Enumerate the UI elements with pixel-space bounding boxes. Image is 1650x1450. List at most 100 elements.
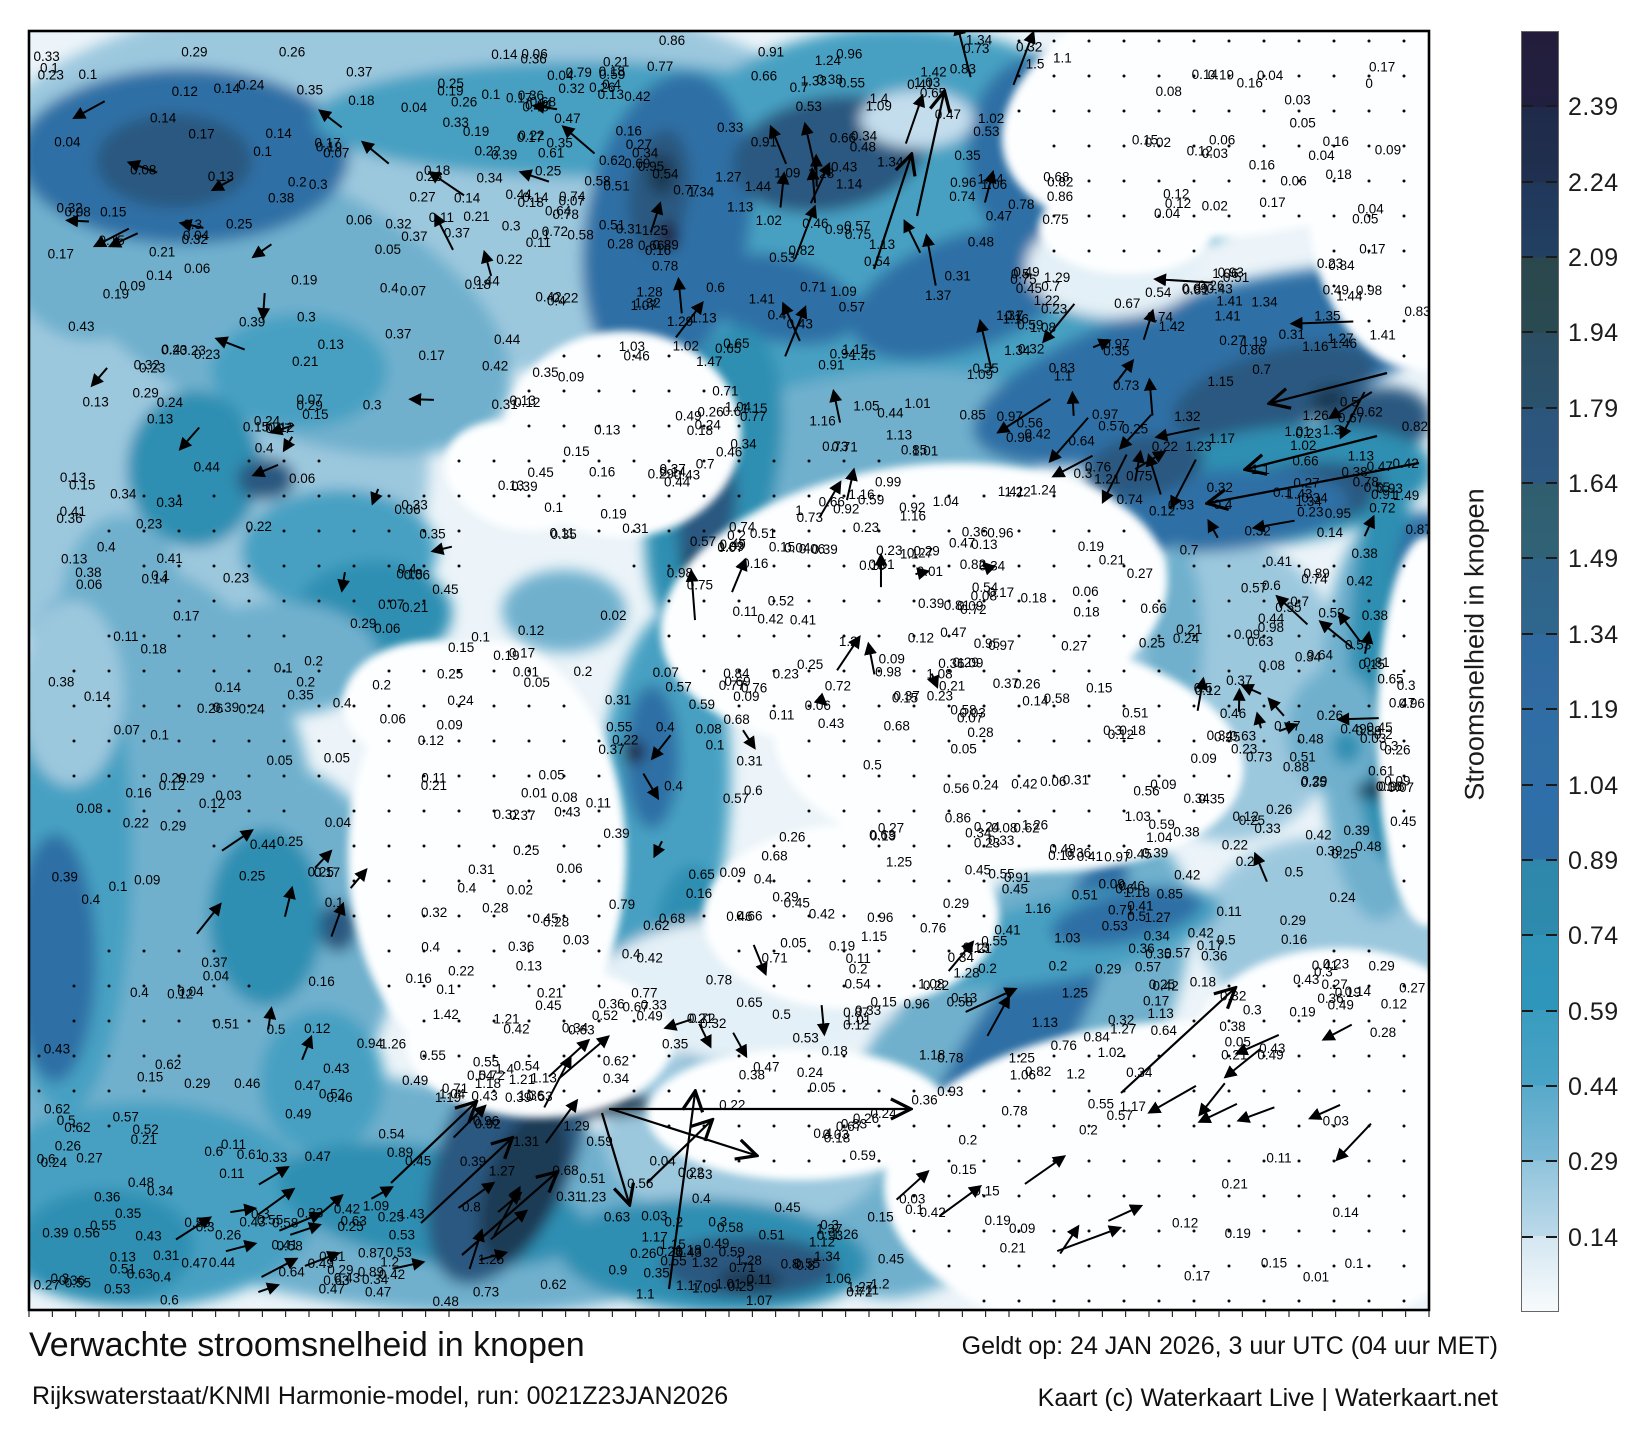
colorbar-tick-label: 0.74 [1568,922,1619,951]
svg-text:0.09: 0.09 [134,873,160,888]
svg-text:1.04: 1.04 [439,1087,466,1102]
colorbar-tick [1522,934,1533,937]
svg-text:0.29: 0.29 [943,896,969,911]
svg-text:0.34: 0.34 [362,1272,389,1287]
colorbar-tick [1546,1160,1557,1163]
svg-text:0.21: 0.21 [1000,1240,1026,1255]
svg-text:0.84: 0.84 [1328,258,1355,273]
svg-text:0.54: 0.54 [1145,285,1172,300]
svg-text:0.3: 0.3 [196,1220,215,1235]
svg-text:0.06: 0.06 [805,698,831,713]
svg-text:0.14: 0.14 [1022,694,1049,709]
svg-text:0.26: 0.26 [1198,278,1224,293]
svg-text:0.83: 0.83 [950,62,976,77]
svg-text:0.41: 0.41 [60,504,86,519]
svg-text:0.98: 0.98 [667,565,693,580]
colorbar-tick [1546,105,1557,108]
svg-text:0.2: 0.2 [574,664,593,679]
svg-text:1.01: 1.01 [904,396,930,411]
svg-text:0.17: 0.17 [517,130,543,145]
svg-text:0.05: 0.05 [539,767,565,782]
svg-text:0.09: 0.09 [957,598,983,613]
svg-text:0.03: 0.03 [1202,146,1228,161]
svg-text:0.43: 0.43 [135,1229,161,1244]
svg-text:0.86: 0.86 [945,811,971,826]
svg-text:0.12: 0.12 [268,420,294,435]
svg-text:0.03: 0.03 [1284,92,1310,107]
svg-text:0.57: 0.57 [723,791,749,806]
svg-text:0.35: 0.35 [1300,775,1326,790]
svg-text:0.37: 0.37 [598,742,624,757]
svg-text:0.2: 0.2 [727,528,746,543]
svg-text:0.15: 0.15 [950,1162,976,1177]
svg-text:0.8: 0.8 [796,1258,815,1273]
svg-text:0.28: 0.28 [1370,1025,1396,1040]
svg-text:0.33: 0.33 [443,115,469,130]
svg-text:0.16: 0.16 [308,974,334,989]
svg-text:0.03: 0.03 [959,706,985,721]
svg-text:1.37: 1.37 [925,288,951,303]
svg-text:0.49: 0.49 [1340,722,1366,737]
current-speed-map: 0.170.360.240.040.370.140.350.140.260.04… [27,29,1431,1317]
svg-text:0.21: 0.21 [421,778,447,793]
svg-text:0.29: 0.29 [648,466,674,481]
svg-text:0.35: 0.35 [297,82,323,97]
svg-text:1.03: 1.03 [1054,931,1080,946]
svg-text:0.15: 0.15 [1261,1255,1287,1270]
svg-text:0.26: 0.26 [416,169,442,184]
svg-text:0.39: 0.39 [1316,843,1342,858]
svg-text:0.91: 0.91 [751,135,777,150]
svg-text:1.34: 1.34 [966,32,993,47]
colorbar-tick-label: 1.79 [1568,394,1619,423]
svg-text:0.64: 0.64 [278,1265,305,1280]
credit-label: Kaart (c) Waterkaart Live | Waterkaart.n… [1037,1384,1498,1412]
svg-text:0.36: 0.36 [598,997,624,1012]
svg-text:0.05: 0.05 [780,935,806,950]
svg-text:1.2: 1.2 [871,1276,890,1291]
svg-text:0.21: 0.21 [292,354,318,369]
svg-text:0.32: 0.32 [1207,480,1233,495]
svg-text:0.43: 0.43 [1259,1041,1285,1056]
svg-text:0.81: 0.81 [1182,282,1208,297]
svg-text:1.21: 1.21 [509,1072,535,1087]
svg-text:0.3: 0.3 [297,310,316,325]
colorbar-tick-label: 1.04 [1568,771,1619,800]
svg-text:0.02: 0.02 [1202,199,1228,214]
svg-text:0.5: 0.5 [1127,909,1146,924]
svg-text:0.42: 0.42 [1174,868,1200,883]
svg-text:0.57: 0.57 [113,1109,139,1124]
svg-text:0.74: 0.74 [1117,492,1144,507]
svg-text:0.23: 0.23 [194,347,220,362]
svg-text:0.63: 0.63 [1230,728,1256,743]
svg-text:0.19: 0.19 [316,140,342,155]
map-content: 0.170.360.240.040.370.140.350.140.260.04… [27,29,1431,1317]
svg-text:0.68: 0.68 [552,1163,578,1178]
svg-text:0.79: 0.79 [566,65,592,80]
svg-text:0.3: 0.3 [51,1271,70,1286]
svg-text:0.45: 0.45 [965,863,991,878]
svg-text:1.4: 1.4 [870,91,889,106]
svg-text:0.38: 0.38 [1173,825,1199,840]
svg-text:0.53: 0.53 [686,1167,712,1182]
svg-text:0.23: 0.23 [38,68,64,83]
svg-text:0.51: 0.51 [759,1228,785,1243]
svg-text:0.7: 0.7 [1005,308,1024,323]
svg-text:0.31: 0.31 [605,692,631,707]
svg-text:0.37: 0.37 [444,226,470,241]
svg-text:1.21: 1.21 [1094,472,1120,487]
svg-text:0.28: 0.28 [656,1244,682,1259]
svg-text:0.18: 0.18 [1326,167,1352,182]
svg-text:0.66: 0.66 [638,238,664,253]
svg-text:0.5: 0.5 [57,1113,76,1128]
svg-text:0.27: 0.27 [1293,475,1319,490]
svg-text:0.24: 0.24 [41,1155,68,1170]
svg-text:0.08: 0.08 [1156,84,1182,99]
svg-text:0.5: 0.5 [1011,266,1030,281]
svg-text:0.23: 0.23 [773,667,799,682]
svg-text:0.87: 0.87 [358,1245,384,1260]
svg-text:0.24: 0.24 [254,413,281,428]
svg-text:0.38: 0.38 [48,675,74,690]
svg-text:0.22: 0.22 [678,1165,704,1180]
svg-text:1.27: 1.27 [1110,1022,1136,1037]
svg-text:0.36: 0.36 [1065,845,1091,860]
